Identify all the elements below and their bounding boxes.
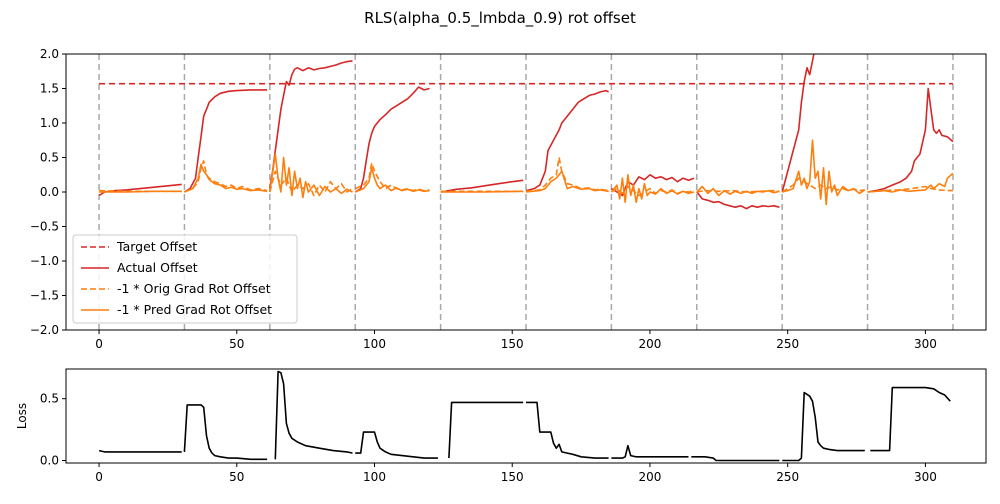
bottom-series-0-segment-8: [782, 391, 865, 462]
legend-box: [72, 234, 298, 324]
top-series-2-segment-9: [867, 172, 954, 193]
bottom-series-0-segment-2: [274, 370, 353, 460]
bottom-xtick-label-6: 300: [914, 470, 937, 484]
top-series-2-segment-7: [696, 185, 780, 197]
bottom-xtick-label-5: 250: [776, 470, 799, 484]
top-series-2-segment-8: [782, 139, 866, 206]
legend-label-3: -1 * Pred Grad Rot Offset: [117, 302, 272, 317]
top-ytick-label-0: −2.0: [30, 323, 59, 337]
top-ytick-label-6: 1.0: [40, 116, 59, 130]
top-series-0-segment-8: [781, 54, 815, 193]
legend-label-2: -1 * Orig Grad Rot Offset: [117, 281, 271, 296]
top-xtick-label-3: 150: [501, 337, 524, 351]
bottom-xtick-label-2: 100: [363, 470, 386, 484]
bottom-series-0-segment-1: [183, 404, 268, 461]
top-series-0-segment-9: [867, 87, 954, 193]
top-xtick-label-0: 0: [95, 337, 103, 351]
top-series-2-segment-0: [99, 190, 182, 193]
top-ytick-label-5: 0.5: [40, 151, 59, 165]
top-ytick-label-4: 0.0: [40, 185, 59, 199]
bottom-xtick-label-4: 200: [638, 470, 661, 484]
bottom-series-0-segment-6: [611, 444, 689, 459]
top-series-group: [98, 54, 954, 210]
bottom-plot-area: [98, 370, 951, 462]
top-ytick-label-2: −1.0: [30, 254, 59, 268]
top-series-2-segment-6: [610, 174, 695, 204]
bottom-series-0-segment-5: [526, 401, 609, 459]
top-series-0-segment-2: [269, 60, 353, 189]
top-series-1-segment-9: [867, 185, 953, 193]
top-ytick-label-1: −1.5: [30, 289, 59, 303]
top-xtick-label-2: 100: [363, 337, 386, 351]
bottom-series-0-segment-0: [98, 449, 182, 453]
chart-title: RLS(alpha_0.5_lmbda_0.9) rot offset: [364, 9, 636, 28]
top-series-2-segment-3: [354, 167, 430, 193]
bottom-ylabel: Loss: [15, 403, 29, 429]
legend-label-0: Target Offset: [116, 239, 197, 254]
top-series-1-segment-1: [184, 160, 268, 193]
top-xtick-label-6: 300: [914, 337, 937, 351]
top-series-0-segment-4: [440, 179, 524, 193]
bottom-axes-frame: [65, 368, 987, 464]
top-series-2-segment-4: [440, 190, 524, 193]
bottom-series-0-segment-7: [691, 455, 780, 462]
top-series-2-segment-5: [525, 170, 609, 193]
bottom-xtick-label-3: 150: [501, 470, 524, 484]
top-xtick-label-4: 200: [638, 337, 661, 351]
top-series-1-segment-2: [269, 170, 353, 197]
legend: Target Offset Actual Offset -1 * Orig Grad…: [72, 234, 298, 324]
top-series-2-segment-2: [269, 153, 353, 199]
top-ytick-label-7: 1.5: [40, 82, 59, 96]
bottom-series-group: [98, 370, 951, 462]
top-series-0-segment-5: [525, 89, 609, 192]
top-series-0-segment-6: [610, 174, 695, 197]
top-series-0-segment-1: [183, 89, 268, 193]
bottom-series-0-segment-4: [448, 401, 524, 459]
top-series-0-segment-7: [696, 191, 780, 210]
legend-label-1: Actual Offset: [117, 260, 198, 275]
top-series-2-segment-1: [184, 163, 268, 193]
top-xtick-label-1: 50: [229, 337, 244, 351]
top-xtick-label-5: 250: [776, 337, 799, 351]
bottom-xtick-label-1: 50: [229, 470, 244, 484]
bottom-series-0-segment-9: [870, 386, 951, 452]
top-plot: 0 50 100 150 200 250 300 −2.0 −1.5 −1.0 −0.5 0.0 0.5…: [30, 47, 987, 351]
bottom-plot: 0 50 100 150 200 250 300 0.0 0.5 Loss: [15, 368, 987, 484]
bottom-xtick-label-0: 0: [95, 470, 103, 484]
top-series-0-segment-3: [354, 86, 430, 193]
top-series-1-segment-7: [696, 189, 780, 193]
bottom-ytick-label-0: 0.0: [40, 454, 59, 468]
bottom-ytick-label-1: 0.5: [40, 392, 59, 406]
top-plot-area: [98, 54, 954, 330]
top-ytick-label-3: −0.5: [30, 220, 59, 234]
bottom-series-0-segment-3: [355, 431, 438, 459]
top-ytick-label-8: 2.0: [40, 47, 59, 61]
